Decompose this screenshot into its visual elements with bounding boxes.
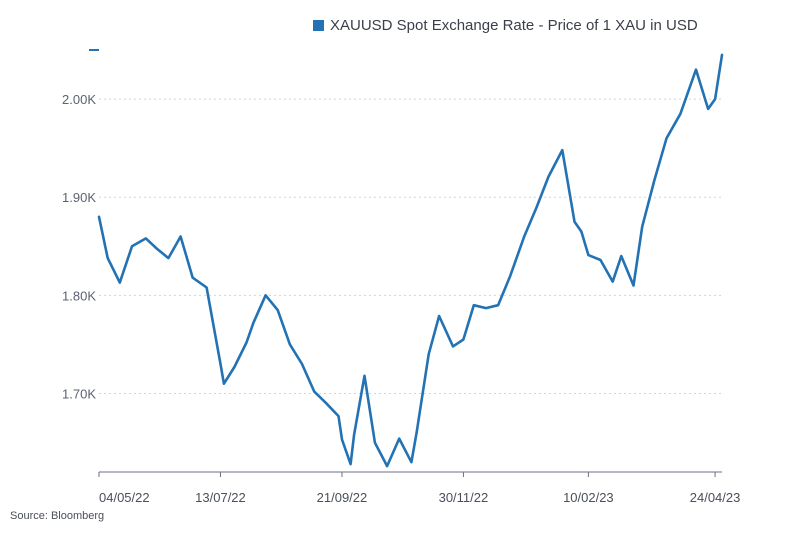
x-tick-label: 13/07/22 (195, 490, 246, 505)
x-tick-label: 21/09/22 (317, 490, 368, 505)
grid-layer (89, 49, 722, 394)
legend-swatch (313, 19, 324, 31)
y-tick-label: 2.00K (62, 92, 96, 107)
x-tick-label: 24/04/23 (690, 490, 741, 505)
y-tick-label: 1.80K (62, 288, 96, 303)
x-tick-label: 30/11/22 (439, 490, 489, 505)
x-axis: 04/05/22 13/07/22 21/09/22 30/11/22 10/02/23… (98, 471, 741, 505)
y-axis: 1.70K 1.80K 1.90K 2.00K (62, 92, 96, 401)
series-layer (97, 53, 724, 468)
source-note: Source: Bloomberg (10, 510, 105, 522)
x-tick-label: 04/05/22 (99, 490, 150, 505)
legend-label: XAUUSD Spot Exchange Rate - Price of 1 X… (330, 16, 698, 34)
y-tick-label: 1.70K (62, 386, 96, 401)
y-tick-label: 1.90K (62, 190, 96, 205)
x-tick-label: 10/02/23 (563, 490, 614, 505)
series-line[interactable] (97, 53, 724, 468)
legend[interactable]: XAUUSD Spot Exchange Rate - Price of 1 X… (313, 14, 698, 36)
